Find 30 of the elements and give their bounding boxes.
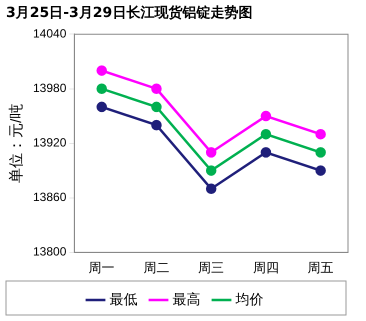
point (206, 147, 216, 158)
x-tick-label: 周三 (198, 260, 224, 275)
point (96, 84, 107, 94)
point (96, 65, 107, 76)
y-tick-label: 13980 (32, 81, 67, 96)
point (206, 184, 216, 194)
y-axis-title: 单位：元/吨 (8, 104, 26, 183)
y-tick-label: 13920 (32, 136, 67, 150)
legend-label: 最低 (110, 290, 138, 307)
legend-label: 均价 (234, 290, 264, 307)
point (260, 147, 272, 158)
point (260, 128, 272, 140)
x-tick-label: 周二 (143, 260, 170, 275)
point (315, 165, 326, 176)
point (96, 102, 107, 112)
chart-title: 3月25日-3月29日长江现货铝锭走势图 (6, 4, 252, 22)
point (206, 165, 216, 176)
x-tick-label: 周五 (308, 260, 334, 275)
point (260, 110, 272, 122)
point (315, 147, 326, 158)
y-tick-label: 13860 (32, 190, 67, 204)
point (315, 128, 326, 140)
point (151, 102, 162, 112)
point (151, 84, 162, 94)
legend-label: 最高 (172, 290, 200, 307)
x-tick-label: 周四 (252, 260, 279, 275)
y-tick-label: 14040 (32, 26, 67, 41)
point (151, 120, 162, 130)
y-tick-label: 13800 (32, 244, 67, 259)
x-tick-label: 周一 (88, 260, 115, 275)
